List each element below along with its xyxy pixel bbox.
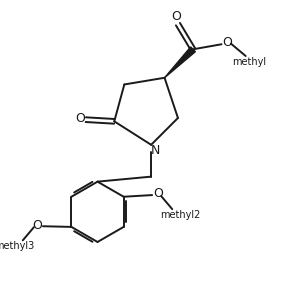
Text: O: O xyxy=(153,187,163,200)
Text: methyl2: methyl2 xyxy=(160,210,201,220)
Text: methyl: methyl xyxy=(232,57,266,67)
Text: N: N xyxy=(150,144,160,157)
Text: methyl3: methyl3 xyxy=(0,241,35,251)
Text: O: O xyxy=(75,112,85,125)
Polygon shape xyxy=(164,47,195,78)
Text: O: O xyxy=(32,219,42,232)
Text: O: O xyxy=(171,10,181,23)
Text: O: O xyxy=(223,36,232,49)
